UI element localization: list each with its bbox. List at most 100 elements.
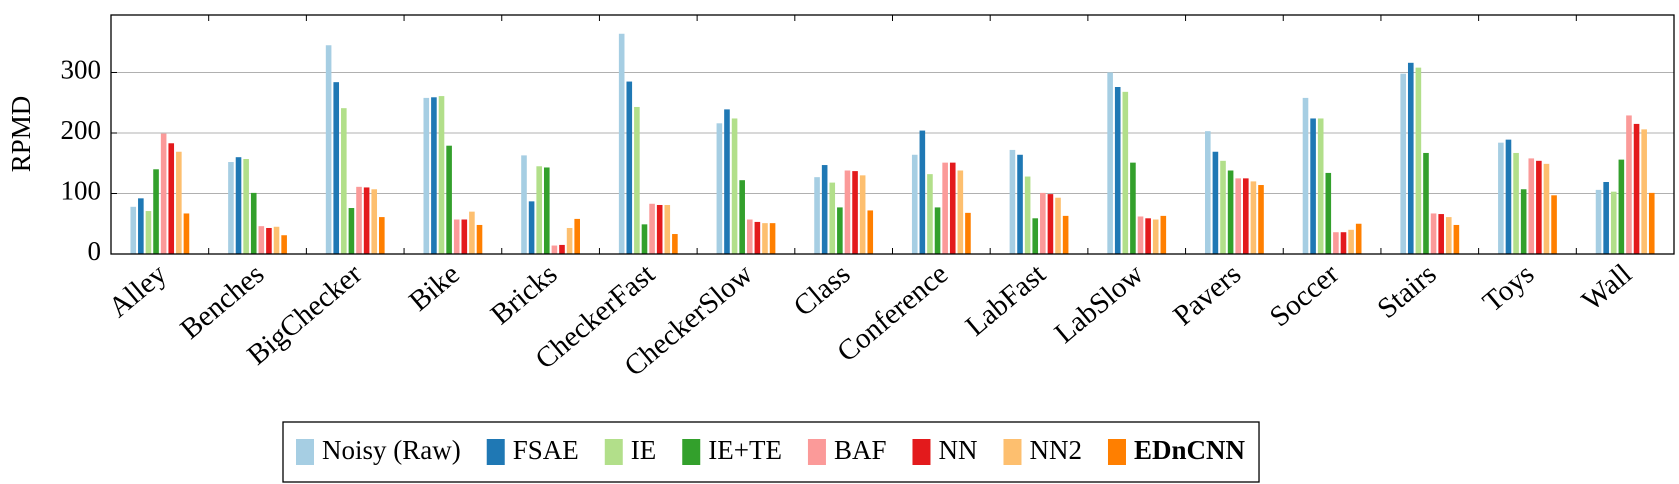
- bar: [1160, 215, 1167, 254]
- bar: [626, 81, 633, 254]
- bar: [1407, 62, 1414, 254]
- bar: [1220, 160, 1226, 254]
- bar: [1024, 176, 1031, 254]
- bar: [1302, 97, 1309, 254]
- bar: [1107, 72, 1113, 254]
- legend-swatch: [604, 439, 623, 465]
- bar: [476, 224, 483, 254]
- bar: [769, 223, 776, 254]
- bar: [1355, 223, 1362, 254]
- bar: [1227, 170, 1234, 254]
- bar: [566, 227, 573, 254]
- y-tick-label: 0: [88, 236, 102, 266]
- bar: [1595, 189, 1602, 254]
- bar: [1317, 118, 1324, 254]
- bar: [762, 223, 768, 254]
- legend-label: Noisy (Raw): [322, 435, 461, 465]
- bar: [1205, 131, 1211, 254]
- bar: [1243, 178, 1249, 254]
- bar: [250, 192, 257, 254]
- legend-label: EDnCNN: [1134, 435, 1246, 465]
- bar: [1618, 159, 1625, 254]
- legend-frame: [282, 421, 1260, 483]
- bar: [1032, 218, 1039, 254]
- bar: [1520, 189, 1527, 254]
- bar: [1348, 229, 1354, 254]
- bar: [656, 204, 663, 254]
- bar: [1505, 139, 1512, 254]
- bar: [528, 201, 535, 254]
- bar: [746, 219, 753, 254]
- bar: [1137, 216, 1144, 254]
- x-tick-label: Benches: [174, 258, 270, 346]
- bar: [438, 96, 445, 254]
- y-tick-label: 300: [61, 55, 102, 85]
- bar: [1062, 215, 1069, 254]
- bar: [634, 106, 640, 254]
- bar: [1145, 218, 1151, 254]
- bar: [1438, 214, 1444, 254]
- bar: [1551, 195, 1557, 254]
- bar: [145, 211, 152, 254]
- bar: [664, 204, 671, 254]
- bar: [348, 208, 355, 254]
- x-tick-label: Soccer: [1264, 258, 1345, 333]
- bar: [1310, 118, 1316, 254]
- bar: [942, 162, 948, 254]
- bar: [153, 169, 159, 254]
- x-tick-label: Toys: [1477, 258, 1540, 318]
- bar: [551, 245, 558, 254]
- legend-swatch: [807, 439, 826, 465]
- bar: [618, 33, 625, 255]
- bar: [1250, 181, 1257, 254]
- legend-swatch: [1003, 439, 1022, 465]
- bar: [852, 171, 858, 254]
- bar: [160, 133, 167, 254]
- bar: [1325, 172, 1332, 254]
- bar: [1017, 154, 1023, 254]
- bar: [1445, 217, 1452, 254]
- bar: [957, 170, 964, 254]
- x-tick-label: LabFast: [960, 258, 1052, 343]
- y-tick-label: 100: [61, 176, 102, 206]
- bar: [235, 157, 242, 254]
- bar: [333, 82, 340, 255]
- bar: [949, 162, 956, 254]
- bar: [168, 143, 175, 254]
- bar: [1498, 142, 1504, 254]
- bar: [844, 170, 851, 254]
- legend-swatch: [296, 439, 314, 465]
- y-tick-label: 200: [61, 115, 102, 145]
- bar: [325, 45, 332, 254]
- bar: [1258, 185, 1264, 254]
- x-tick-label: Stairs: [1371, 258, 1442, 325]
- bar: [724, 109, 730, 255]
- bar: [130, 206, 137, 254]
- legend-swatch: [486, 439, 505, 465]
- legend-label: NN: [938, 435, 977, 465]
- x-tick-label: Class: [788, 258, 857, 323]
- bar: [341, 108, 347, 254]
- x-tick-label: Alley: [103, 258, 173, 324]
- x-tick-label: Bricks: [485, 258, 564, 331]
- bar: [1130, 162, 1136, 254]
- bar: [1152, 219, 1159, 254]
- bar: [1333, 232, 1339, 254]
- bar: [739, 180, 745, 254]
- bar: [1212, 151, 1219, 254]
- bar: [1235, 178, 1242, 254]
- bar: [965, 212, 971, 254]
- bar: [716, 123, 723, 254]
- bar: [461, 219, 468, 254]
- bar: [919, 130, 926, 254]
- bar: [1626, 115, 1632, 254]
- bar: [1430, 213, 1437, 254]
- bar: [266, 227, 272, 254]
- bar: [649, 203, 655, 254]
- bar: [1047, 194, 1054, 254]
- bar: [814, 177, 820, 254]
- bar: [176, 151, 182, 254]
- bar: [1055, 197, 1061, 254]
- bar: [731, 118, 738, 254]
